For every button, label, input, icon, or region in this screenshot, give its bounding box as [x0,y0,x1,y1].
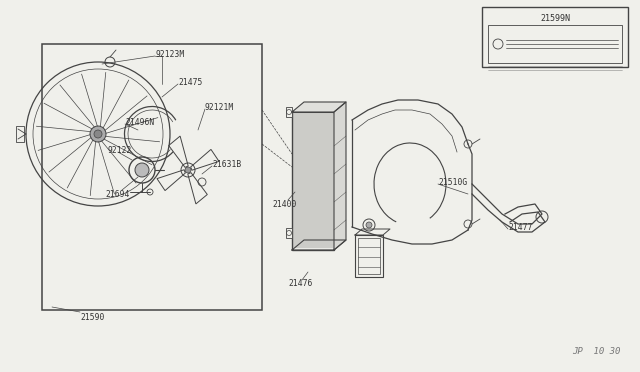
Text: 21476: 21476 [288,279,312,289]
Text: 21694: 21694 [105,189,129,199]
Text: 21496N: 21496N [125,118,154,126]
Bar [42,44,262,310]
Bar [286,107,292,117]
Text: 21400: 21400 [272,199,296,208]
Bar [16,126,24,142]
Bar [482,7,628,67]
Text: 92121M: 92121M [205,103,234,112]
Text: 92122: 92122 [108,145,132,154]
Bar [488,25,622,63]
Bar [358,238,380,274]
Circle shape [366,222,372,228]
Bar [292,112,334,250]
Circle shape [135,163,149,177]
Text: 21475: 21475 [178,77,202,87]
Bar [286,228,292,238]
Circle shape [94,130,102,138]
Text: JP  10 30: JP 10 30 [572,347,620,356]
Circle shape [90,126,106,142]
Text: 21510G: 21510G [438,177,467,186]
Text: 21590: 21590 [80,312,104,321]
Circle shape [185,167,191,173]
Text: 21631B: 21631B [212,160,241,169]
Bar [355,235,383,277]
Polygon shape [292,102,346,112]
Text: 21599N: 21599N [540,14,570,23]
Polygon shape [334,102,346,250]
Text: 21477: 21477 [508,222,532,231]
Text: 92123M: 92123M [155,49,184,58]
